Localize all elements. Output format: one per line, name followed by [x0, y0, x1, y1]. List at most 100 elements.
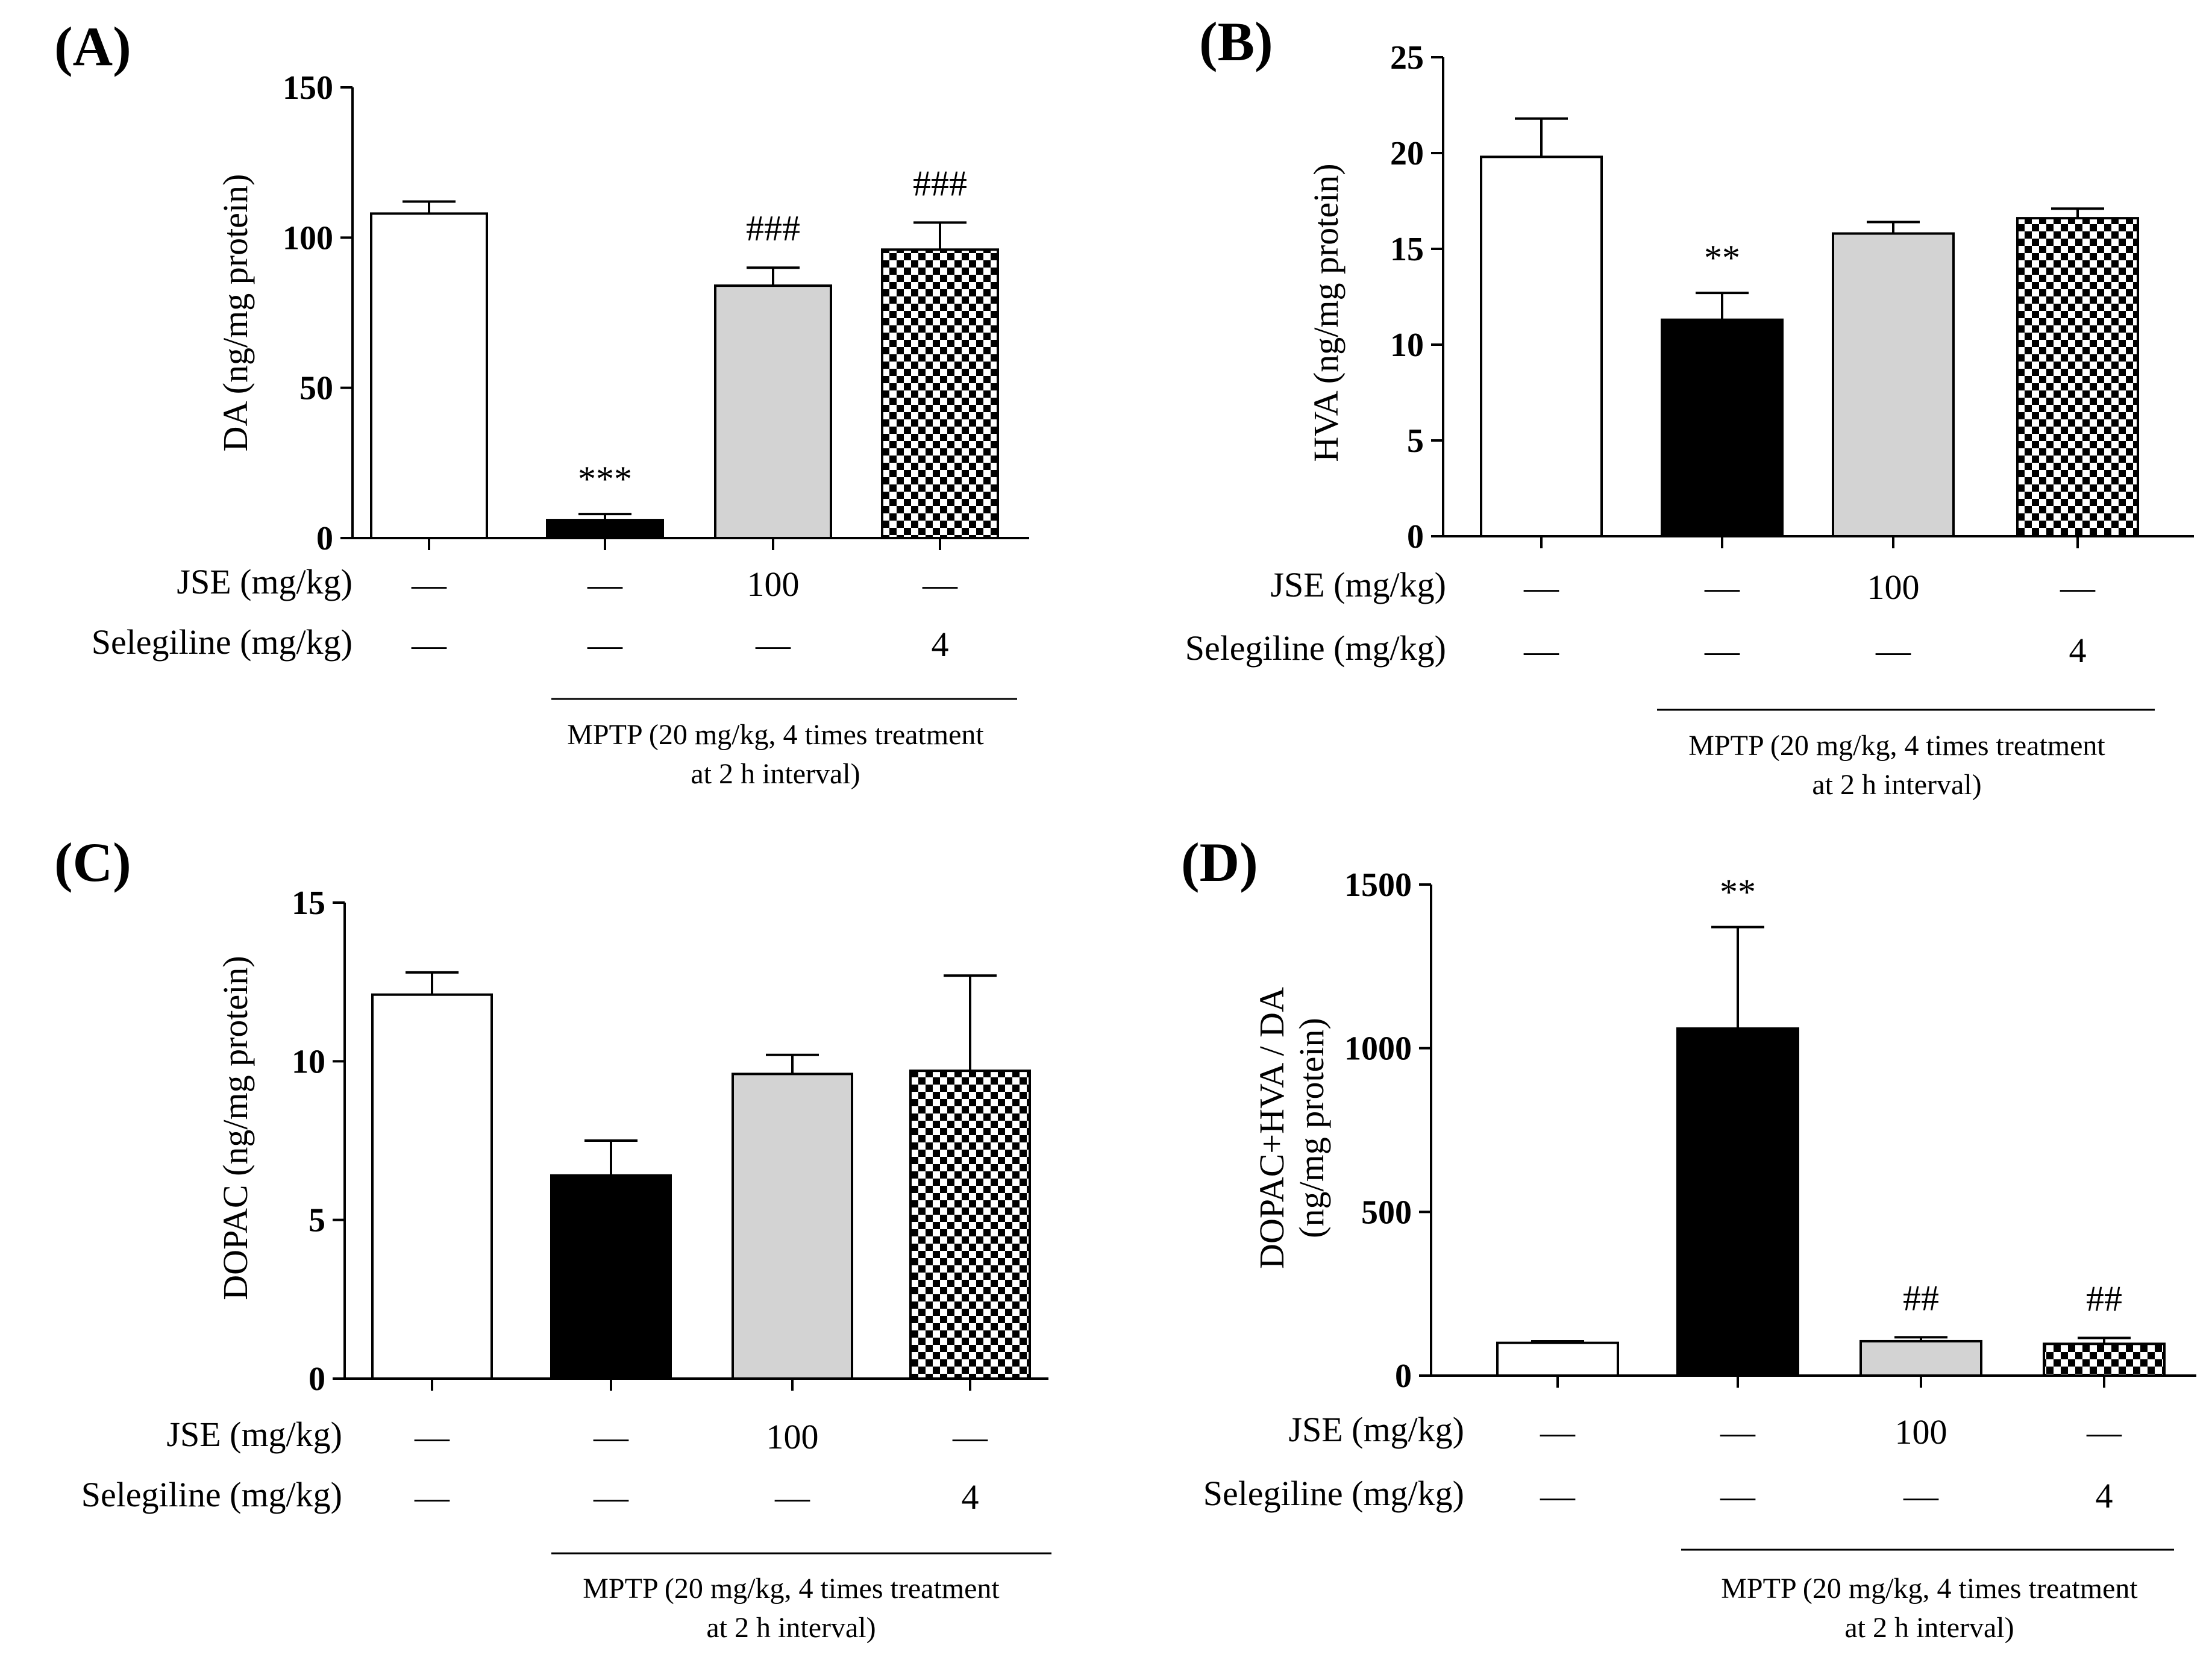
y-axis-label-line: DOPAC+HVA / DA — [1252, 987, 1291, 1269]
condition-value: 4 — [2096, 1476, 2113, 1515]
significance-marker: ### — [913, 163, 967, 203]
panel-3: (D) 0 500 1000 1500 DOPAC+HVA / DA(ng/mg prot… — [1181, 831, 2196, 1644]
condition-value: — — [1523, 568, 1559, 607]
condition-value: — — [1875, 631, 1911, 670]
condition-value: — — [1720, 1476, 1756, 1515]
bar — [1833, 234, 1954, 536]
condition-value: — — [411, 625, 447, 664]
bar — [733, 1074, 852, 1379]
bar — [1481, 157, 1602, 536]
significance-marker: ## — [1903, 1278, 1939, 1318]
significance-marker: ** — [1720, 872, 1756, 912]
condition-value: — — [414, 1477, 450, 1517]
condition-value: — — [755, 625, 791, 664]
bar — [1678, 1029, 1798, 1376]
condition-value: — — [1540, 1412, 1576, 1452]
condition-value: — — [1720, 1412, 1756, 1452]
bar — [2017, 218, 2138, 536]
mptp-note-line: at 2 h interval) — [706, 1612, 876, 1644]
condition-value: — — [2060, 568, 2096, 607]
bar — [1861, 1341, 1981, 1376]
bar — [910, 1071, 1030, 1379]
condition-value: 100 — [1867, 568, 1920, 607]
y-axis-label-line: DOPAC (ng/mg protein) — [216, 956, 255, 1300]
bar — [371, 213, 487, 538]
condition-value: 4 — [962, 1477, 979, 1517]
y-tick-label: 15 — [1390, 231, 1424, 268]
y-tick-label: 15 — [292, 885, 325, 922]
condition-value: 100 — [747, 565, 800, 604]
condition-value: — — [414, 1417, 450, 1456]
condition-value: 4 — [932, 625, 949, 664]
significance-marker: *** — [578, 459, 632, 499]
bar — [551, 1176, 671, 1379]
condition-value: — — [922, 565, 958, 604]
condition-row-label: Selegiline (mg/kg) — [92, 622, 352, 662]
condition-value: — — [774, 1477, 810, 1517]
condition-value: 100 — [1895, 1412, 1947, 1452]
y-tick-label: 0 — [309, 1361, 325, 1398]
condition-value: — — [587, 565, 623, 604]
y-tick-label: 1000 — [1344, 1030, 1412, 1068]
condition-value: — — [411, 565, 447, 604]
y-tick-label: 50 — [299, 370, 333, 407]
mptp-note-line: at 2 h interval) — [691, 758, 860, 790]
y-axis-label: HVA (ng/mg protein) — [1306, 163, 1346, 462]
y-tick-label: 5 — [309, 1202, 325, 1239]
condition-value: — — [1704, 631, 1740, 670]
condition-value: — — [1540, 1476, 1576, 1515]
bar — [1662, 320, 1782, 536]
y-tick-label: 10 — [1390, 327, 1424, 364]
condition-row-label: JSE (mg/kg) — [1288, 1410, 1464, 1449]
panel-label: (A) — [54, 16, 131, 77]
bar — [372, 995, 492, 1379]
condition-value: — — [593, 1477, 629, 1517]
panel-label: (B) — [1199, 11, 1273, 72]
condition-value: — — [1903, 1476, 1939, 1515]
significance-marker: ** — [1704, 238, 1740, 278]
significance-marker: ### — [746, 208, 800, 248]
y-axis-label: DOPAC (ng/mg protein) — [216, 956, 255, 1300]
y-axis-label: DOPAC+HVA / DA(ng/mg protein) — [1252, 987, 1331, 1269]
condition-value: — — [593, 1417, 629, 1456]
y-axis-label-line: (ng/mg protein) — [1292, 1018, 1331, 1238]
condition-row-label: Selegiline (mg/kg) — [1203, 1474, 1464, 1513]
y-axis-label: DA (ng/mg protein) — [216, 174, 255, 452]
condition-row-label: JSE (mg/kg) — [1270, 565, 1446, 604]
condition-row-label: Selegiline (mg/kg) — [1185, 628, 1446, 668]
y-tick-label: 0 — [1395, 1358, 1412, 1395]
mptp-note-line: MPTP (20 mg/kg, 4 times treatment — [583, 1573, 1000, 1605]
bar — [715, 286, 831, 538]
figure: (A)050100150DA (ng/mg protein)***######J… — [0, 0, 2212, 1663]
y-tick-label: 500 — [1361, 1194, 1412, 1231]
condition-value: — — [2086, 1412, 2122, 1452]
condition-value: — — [587, 625, 623, 664]
mptp-note-line: at 2 h interval) — [1844, 1612, 2014, 1644]
mptp-note-line: MPTP (20 mg/kg, 4 times treatment — [1721, 1573, 2138, 1605]
panel-1: (B) 0 5 10 15 20 25 HVA (ng/mg protein) ** JSE (m… — [1185, 11, 2194, 801]
mptp-note-line: at 2 h interval) — [1812, 769, 1981, 801]
bar — [1497, 1343, 1618, 1376]
bar — [2044, 1344, 2164, 1376]
condition-value: — — [1523, 631, 1559, 670]
condition-row-label: JSE (mg/kg) — [166, 1415, 342, 1454]
y-tick-label: 25 — [1390, 39, 1424, 77]
y-tick-label: 0 — [1407, 518, 1424, 556]
bar — [882, 249, 998, 538]
panel-2: (C) 0 5 10 15 DOPAC (ng/mg protein) JSE (mg/kg… — [54, 831, 1051, 1644]
condition-row-label: Selegiline (mg/kg) — [81, 1475, 342, 1514]
y-tick-label: 100 — [283, 219, 333, 257]
condition-value: 100 — [766, 1417, 819, 1456]
panel-0: (A) 0 50 100 150 DA (ng/mg protein) *** ### ### J… — [54, 16, 1029, 790]
condition-value: 4 — [2069, 631, 2087, 670]
y-tick-label: 150 — [283, 69, 333, 107]
y-tick-label: 0 — [316, 520, 333, 557]
y-tick-label: 20 — [1390, 135, 1424, 172]
panel-label: (D) — [1181, 831, 1258, 893]
y-axis-label-line: HVA (ng/mg protein) — [1306, 163, 1346, 462]
condition-row-label: JSE (mg/kg) — [177, 562, 352, 601]
bar — [547, 520, 663, 538]
y-axis-label-line: DA (ng/mg protein) — [216, 174, 255, 452]
y-tick-label: 10 — [292, 1043, 325, 1080]
y-tick-label: 5 — [1407, 422, 1424, 460]
